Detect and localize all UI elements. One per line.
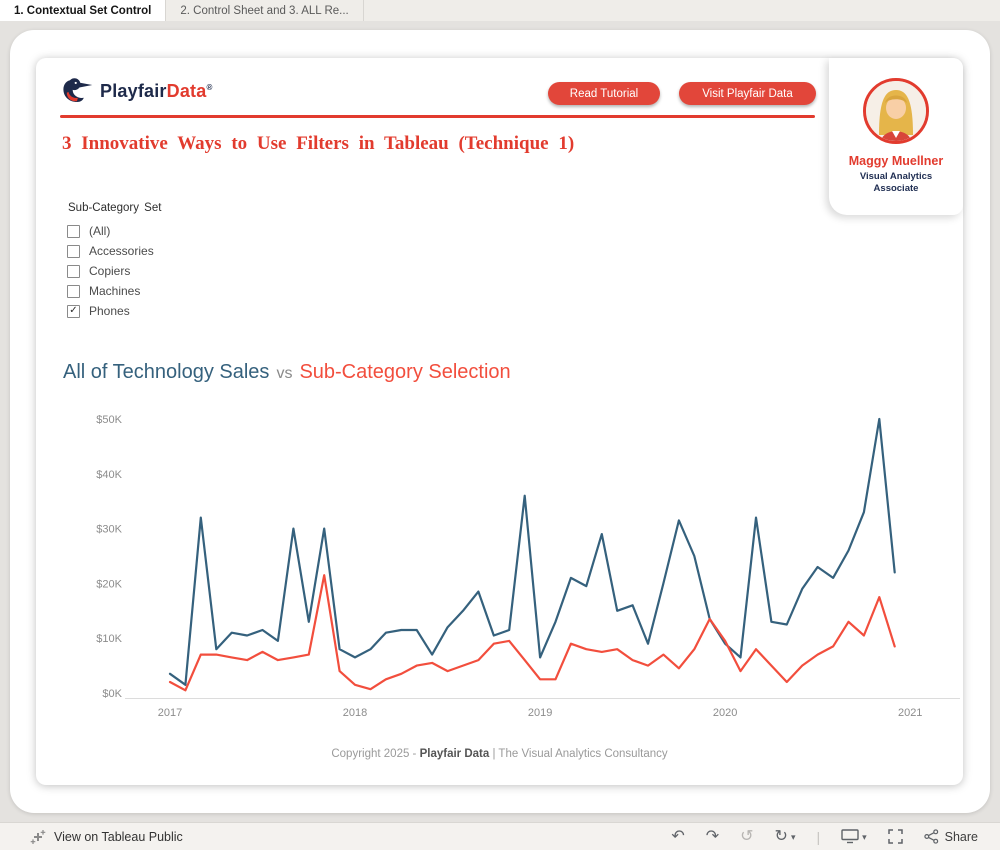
share-icon xyxy=(923,829,938,844)
footer-suffix: | The Visual Analytics Consultancy xyxy=(489,748,668,760)
chart-title-vs: vs xyxy=(276,365,293,382)
chart-title-technology: All of Technology Sales xyxy=(63,361,270,383)
checkbox-label: Phones xyxy=(89,304,130,318)
checkbox-phones[interactable]: ✓ Phones xyxy=(67,301,154,321)
tab-control-sheet[interactable]: 2. Control Sheet and 3. ALL Re... xyxy=(166,0,364,21)
avatar xyxy=(863,78,929,144)
tab-contextual-set-control[interactable]: 1. Contextual Set Control xyxy=(0,0,167,21)
checkbox-box[interactable]: ✓ xyxy=(67,304,80,318)
checkbox-label: Accessories xyxy=(89,244,154,258)
tab-label: 2. Control Sheet and 3. ALL Re... xyxy=(180,4,349,17)
y-tick-label: $20K xyxy=(96,578,122,590)
tab-label: 1. Contextual Set Control xyxy=(14,4,152,17)
checkbox-box[interactable] xyxy=(67,244,80,258)
registered-mark: ® xyxy=(206,82,213,92)
checkbox-box[interactable] xyxy=(67,224,80,238)
copyright-footer: Copyright 2025 - Playfair Data | The Vis… xyxy=(36,748,963,760)
visit-playfair-data-button[interactable]: Visit Playfair Data xyxy=(679,82,816,105)
brand-first: Playfair xyxy=(100,80,167,101)
refresh-menu[interactable]: ↻ ▾ xyxy=(774,827,796,845)
avatar-illustration xyxy=(866,81,926,141)
y-tick-label: $0K xyxy=(102,688,122,700)
author-profile-card: Maggy Muellner Visual Analytics Associat… xyxy=(829,58,963,215)
author-role: Visual Analytics Associate xyxy=(859,171,933,195)
chart-title-selection: Sub-Category Selection xyxy=(299,361,511,383)
share-button[interactable]: Share xyxy=(923,829,978,844)
device-preview-menu[interactable]: ▾ xyxy=(841,829,867,845)
page-title: 3 Innovative Ways to Use Filters in Tabl… xyxy=(62,133,575,154)
sales-chart[interactable]: $0K $10K $20K $30K $40K $50K 2017 2018 2019 2020 2… xyxy=(88,405,968,735)
filter-list: (All) Accessories Copiers Machines ✓ Phones xyxy=(67,221,154,321)
tableau-public-toolbar: View on Tableau Public ↶ ↷ ↺ ↻ ▾ | ▾ xyxy=(0,822,1000,850)
series-line-subcategory-selection[interactable] xyxy=(168,574,896,692)
x-tick-label: 2019 xyxy=(528,707,552,719)
kingfisher-bird-icon xyxy=(63,78,93,103)
footer-prefix: Copyright 2025 - xyxy=(331,748,420,760)
toolbar-separator: | xyxy=(816,828,821,845)
checkbox-machines[interactable]: Machines xyxy=(67,281,154,301)
header-divider xyxy=(60,115,815,118)
y-tick-label: $10K xyxy=(96,633,122,645)
author-name: Maggy Muellner xyxy=(848,154,944,168)
y-tick-label: $30K xyxy=(96,524,122,536)
redo-icon[interactable]: ↷ xyxy=(705,827,720,845)
filter-title: Sub-Category Set xyxy=(68,202,162,214)
chevron-down-icon: ▾ xyxy=(862,831,867,842)
x-tick-label: 2017 xyxy=(158,707,182,719)
toolbar-actions: ↶ ↷ ↺ ↻ ▾ | ▾ Share xyxy=(671,827,978,845)
chevron-down-icon: ▾ xyxy=(790,831,796,842)
refresh-icon: ↻ xyxy=(774,827,788,845)
share-label: Share xyxy=(944,829,978,844)
x-tick-label: 2020 xyxy=(713,707,737,719)
tableau-logo-icon xyxy=(30,829,46,844)
fullscreen-icon xyxy=(887,829,903,844)
read-tutorial-button[interactable]: Read Tutorial xyxy=(548,82,660,105)
x-tick-label: 2021 xyxy=(898,707,922,719)
fullscreen-button[interactable] xyxy=(887,829,903,844)
checkbox-copiers[interactable]: Copiers xyxy=(67,261,154,281)
dashboard-outer-card: PlayfairData® Read Tutorial Visit Playfa… xyxy=(10,30,990,813)
x-tick-label: 2018 xyxy=(343,707,367,719)
sheet-tab-bar: 1. Contextual Set Control 2. Control She… xyxy=(0,0,1000,22)
brand-wordmark: PlayfairData® xyxy=(100,81,213,102)
brand-second: Data xyxy=(166,80,207,101)
view-on-tableau-public-label: View on Tableau Public xyxy=(54,829,183,844)
checkbox-label: Copiers xyxy=(89,264,131,278)
dashboard-inner-card: PlayfairData® Read Tutorial Visit Playfa… xyxy=(36,58,963,785)
view-on-tableau-public[interactable]: View on Tableau Public xyxy=(30,829,183,845)
y-tick-label: $40K xyxy=(96,469,122,481)
checkbox-label: Machines xyxy=(89,284,141,298)
series-line-technology-sales[interactable] xyxy=(168,417,896,686)
dashboard-stage: PlayfairData® Read Tutorial Visit Playfa… xyxy=(0,21,1000,822)
playfair-logo: PlayfairData® xyxy=(60,76,213,106)
monitor-icon xyxy=(841,829,859,844)
checkbox-box[interactable] xyxy=(67,284,80,298)
checkbox-accessories[interactable]: Accessories xyxy=(67,241,154,261)
chart-title: All of Technology Sales vs Sub-Category Se… xyxy=(63,361,511,384)
reset-icon[interactable]: ↺ xyxy=(740,827,754,845)
checkbox-box[interactable] xyxy=(67,264,80,278)
footer-brand: Playfair Data xyxy=(419,748,490,760)
undo-icon[interactable]: ↶ xyxy=(671,827,685,845)
checkbox-label: (All) xyxy=(89,224,111,238)
checkbox-all[interactable]: (All) xyxy=(67,221,154,241)
y-tick-label: $50K xyxy=(96,414,122,426)
